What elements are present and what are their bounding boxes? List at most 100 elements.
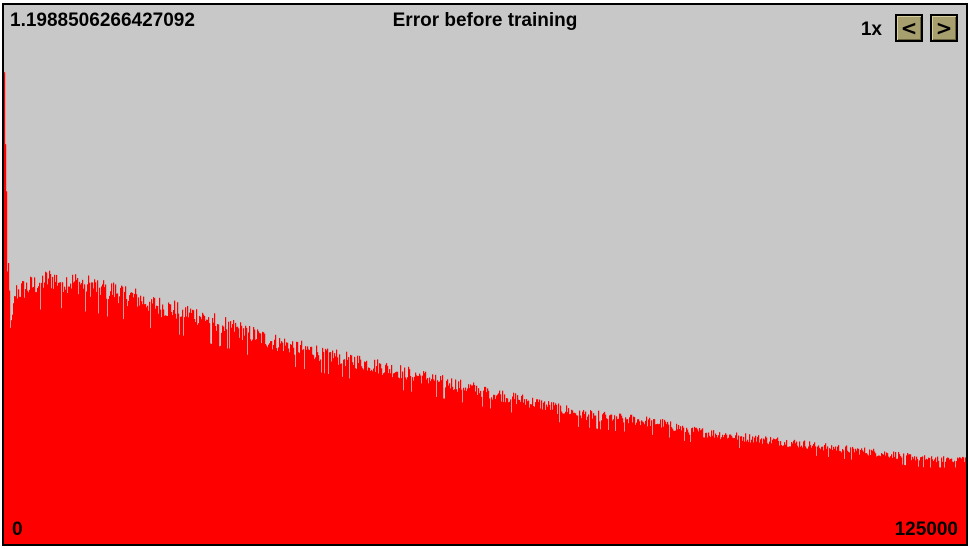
error-bar bbox=[5, 144, 7, 544]
error-bar bbox=[357, 355, 359, 544]
error-bar bbox=[785, 444, 787, 544]
error-bar bbox=[842, 449, 844, 544]
error-bar bbox=[904, 465, 906, 544]
error-bar bbox=[458, 381, 460, 544]
error-bar bbox=[720, 439, 722, 544]
error-bar bbox=[519, 400, 521, 544]
error-bar bbox=[543, 402, 545, 544]
error-bar bbox=[371, 369, 373, 544]
error-bar bbox=[113, 282, 115, 544]
error-bar bbox=[198, 323, 200, 544]
error-bar bbox=[181, 316, 183, 544]
error-bar bbox=[267, 347, 269, 544]
error-bar bbox=[585, 411, 587, 544]
error-bar bbox=[123, 319, 125, 544]
next-button[interactable]: > bbox=[930, 14, 958, 42]
error-bar bbox=[437, 380, 439, 544]
error-bar bbox=[272, 349, 274, 544]
error-bar bbox=[849, 452, 851, 544]
error-bar bbox=[344, 359, 346, 544]
error-bar bbox=[484, 386, 486, 544]
error-bar bbox=[385, 364, 387, 544]
previous-button[interactable]: < bbox=[895, 14, 923, 42]
error-bar bbox=[397, 371, 399, 544]
error-bar bbox=[473, 382, 475, 544]
error-bar bbox=[959, 457, 961, 544]
error-bar bbox=[6, 191, 8, 544]
error-bar bbox=[354, 356, 356, 544]
error-bar bbox=[949, 459, 951, 544]
error-bar bbox=[203, 314, 205, 544]
error-bar bbox=[95, 282, 97, 544]
error-bar bbox=[637, 419, 639, 544]
error-bar bbox=[147, 305, 149, 544]
error-bar bbox=[439, 381, 441, 544]
error-bar bbox=[384, 372, 386, 544]
error-bar bbox=[390, 373, 392, 544]
error-bar bbox=[84, 284, 86, 544]
error-bar bbox=[87, 284, 89, 544]
error-bar bbox=[567, 412, 569, 544]
error-bar bbox=[417, 376, 419, 544]
error-bar bbox=[573, 412, 575, 544]
error-bar bbox=[301, 340, 303, 544]
error-bar bbox=[810, 445, 812, 544]
error-bar bbox=[653, 419, 655, 544]
error-bar bbox=[623, 422, 625, 544]
error-bar bbox=[459, 388, 461, 544]
error-bar bbox=[884, 451, 886, 544]
error-bar bbox=[343, 359, 345, 544]
error-bar bbox=[861, 448, 863, 544]
error-bar bbox=[901, 457, 903, 544]
error-bar bbox=[488, 390, 490, 544]
error-bar bbox=[20, 296, 22, 544]
error-bar bbox=[799, 441, 801, 544]
error-bar bbox=[895, 452, 897, 544]
error-bar bbox=[376, 366, 378, 544]
error-bar bbox=[592, 418, 594, 544]
error-bar bbox=[173, 310, 175, 544]
error-bar bbox=[680, 426, 682, 544]
error-bar bbox=[744, 441, 746, 544]
error-bar bbox=[570, 413, 572, 544]
error-bar bbox=[932, 459, 934, 544]
error-bar bbox=[678, 425, 680, 544]
error-bar bbox=[877, 455, 879, 544]
error-bar bbox=[150, 328, 152, 544]
error-bar bbox=[184, 317, 186, 544]
error-bar bbox=[784, 442, 786, 544]
error-bar bbox=[375, 371, 377, 544]
error-bar bbox=[367, 370, 369, 544]
error-bar bbox=[389, 369, 391, 544]
error-bar bbox=[492, 399, 494, 544]
error-bar bbox=[675, 430, 677, 544]
error-bar bbox=[16, 285, 18, 544]
error-bar bbox=[522, 394, 524, 544]
error-bar bbox=[730, 434, 732, 544]
error-bar bbox=[246, 327, 248, 544]
x-end-label: 125000 bbox=[894, 519, 958, 540]
x-start-label: 0 bbox=[12, 519, 23, 540]
error-bar bbox=[885, 455, 887, 544]
error-bar bbox=[249, 326, 251, 544]
error-bar bbox=[673, 430, 675, 544]
error-bar bbox=[61, 308, 63, 544]
error-bar bbox=[920, 457, 922, 544]
error-bar bbox=[911, 460, 913, 544]
error-bar bbox=[273, 344, 275, 544]
error-bar bbox=[521, 395, 523, 544]
error-bar bbox=[149, 301, 151, 544]
error-bar bbox=[566, 405, 568, 544]
error-bar bbox=[208, 317, 210, 544]
error-bar bbox=[21, 283, 23, 544]
error-bar bbox=[606, 418, 608, 544]
error-bar bbox=[505, 402, 507, 544]
error-bar bbox=[156, 305, 158, 544]
error-bar bbox=[897, 458, 899, 544]
error-bar bbox=[645, 420, 647, 544]
error-bar bbox=[9, 290, 11, 544]
error-bar bbox=[121, 285, 123, 544]
error-bar bbox=[830, 449, 832, 544]
error-bar bbox=[525, 404, 527, 544]
error-bar bbox=[340, 363, 342, 544]
